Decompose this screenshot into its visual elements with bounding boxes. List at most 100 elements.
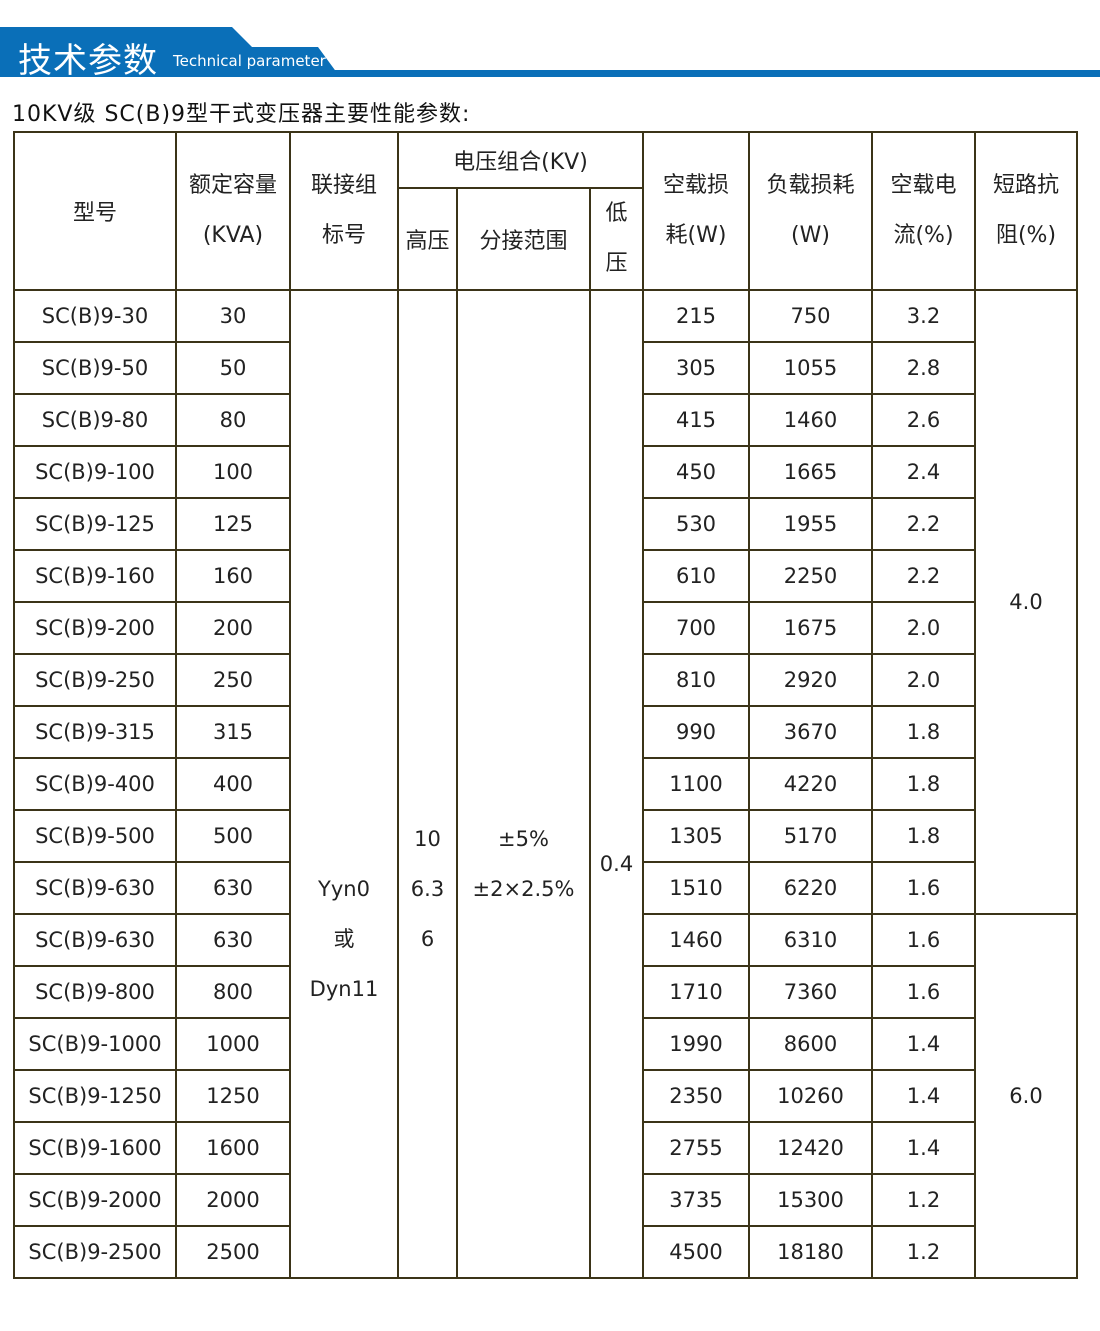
table-row: SC(B)9-400 400 1100 4220 1.8 <box>13 757 1077 811</box>
capacity-cell: 125 <box>175 497 291 551</box>
noload-current-cell: 2.6 <box>871 393 976 447</box>
noload-current-cell: 1.6 <box>871 861 976 915</box>
impedance-cell: 4.0 <box>974 289 1078 915</box>
table-row: SC(B)9-630 630 1510 6220 1.6 <box>13 861 1077 915</box>
header-noload-loss: 空载损 耗(W) <box>642 131 750 291</box>
noload-current-cell: 1.4 <box>871 1017 976 1071</box>
table-row: SC(B)9-80 80 415 1460 2.6 <box>13 393 1077 447</box>
model-cell: SC(B)9-100 <box>13 445 177 499</box>
load-loss-cell: 10260 <box>748 1069 873 1123</box>
model-cell: SC(B)9-160 <box>13 549 177 603</box>
noload-loss-cell: 1305 <box>642 809 750 863</box>
table-row: SC(B)9-315 315 990 3670 1.8 <box>13 705 1077 759</box>
load-loss-cell: 1665 <box>748 445 873 499</box>
header-voltage: 电压组合(KV) <box>397 131 644 189</box>
noload-loss-cell: 305 <box>642 341 750 395</box>
model-cell: SC(B)9-800 <box>13 965 177 1019</box>
table-row: SC(B)9-200 200 700 1675 2.0 <box>13 601 1077 655</box>
model-cell: SC(B)9-400 <box>13 757 177 811</box>
load-loss-cell: 2920 <box>748 653 873 707</box>
model-cell: SC(B)9-30 <box>13 289 177 343</box>
noload-current-cell: 1.8 <box>871 705 976 759</box>
capacity-cell: 1250 <box>175 1069 291 1123</box>
table-row: SC(B)9-1600 1600 2755 12420 1.4 <box>13 1121 1077 1175</box>
capacity-cell: 400 <box>175 757 291 811</box>
capacity-cell: 200 <box>175 601 291 655</box>
model-cell: SC(B)9-630 <box>13 913 177 967</box>
load-loss-cell: 4220 <box>748 757 873 811</box>
noload-current-cell: 1.2 <box>871 1225 976 1279</box>
table-row: SC(B)9-30 30 Yyn0 或 Dyn11 10 6.3 6 ±5% ±2×2.5% 0.4… <box>13 289 1078 1279</box>
load-loss-cell: 5170 <box>748 809 873 863</box>
table-row: SC(B)9-50 50 305 1055 2.8 <box>13 341 1077 395</box>
table-row: SC(B)9-160 160 610 2250 2.2 <box>13 549 1077 603</box>
noload-current-cell: 1.8 <box>871 757 976 811</box>
noload-current-cell: 1.4 <box>871 1069 976 1123</box>
noload-loss-cell: 700 <box>642 601 750 655</box>
capacity-cell: 50 <box>175 341 291 395</box>
capacity-cell: 800 <box>175 965 291 1019</box>
load-loss-cell: 750 <box>748 289 873 343</box>
capacity-cell: 250 <box>175 653 291 707</box>
banner-underline <box>0 70 1100 77</box>
noload-current-cell: 1.4 <box>871 1121 976 1175</box>
load-loss-cell: 3670 <box>748 705 873 759</box>
table-row: SC(B)9-100 100 450 1665 2.4 <box>13 445 1077 499</box>
load-loss-cell: 8600 <box>748 1017 873 1071</box>
noload-current-cell: 2.0 <box>871 653 976 707</box>
noload-loss-cell: 1710 <box>642 965 750 1019</box>
noload-current-cell: 1.6 <box>871 913 976 967</box>
capacity-cell: 1000 <box>175 1017 291 1071</box>
noload-loss-cell: 2350 <box>642 1069 750 1123</box>
model-cell: SC(B)9-50 <box>13 341 177 395</box>
header-hv: 高压 <box>397 187 458 291</box>
noload-current-cell: 1.2 <box>871 1173 976 1227</box>
load-loss-cell: 12420 <box>748 1121 873 1175</box>
tap-cell: ±5% ±2×2.5% <box>456 289 591 1279</box>
header-model: 型号 <box>13 131 177 291</box>
model-cell: SC(B)9-200 <box>13 601 177 655</box>
group-cell: Yyn0 或 Dyn11 <box>289 289 399 1279</box>
capacity-cell: 630 <box>175 861 291 915</box>
load-loss-cell: 2250 <box>748 549 873 603</box>
header-tap: 分接范围 <box>456 187 591 291</box>
noload-loss-cell: 4500 <box>642 1225 750 1279</box>
load-loss-cell: 1675 <box>748 601 873 655</box>
noload-current-cell: 2.2 <box>871 549 976 603</box>
noload-current-cell: 1.8 <box>871 809 976 863</box>
header-impedance: 短路抗 阻(%) <box>974 131 1078 291</box>
header-capacity: 额定容量 (KVA) <box>175 131 291 291</box>
table-row: SC(B)9-630 630 1460 6310 1.6 6.0 <box>13 913 1078 1279</box>
noload-loss-cell: 990 <box>642 705 750 759</box>
noload-loss-cell: 810 <box>642 653 750 707</box>
noload-loss-cell: 610 <box>642 549 750 603</box>
noload-loss-cell: 415 <box>642 393 750 447</box>
load-loss-cell: 1055 <box>748 341 873 395</box>
noload-loss-cell: 2755 <box>642 1121 750 1175</box>
noload-loss-cell: 1510 <box>642 861 750 915</box>
load-loss-cell: 1955 <box>748 497 873 551</box>
noload-current-cell: 2.8 <box>871 341 976 395</box>
table-row: SC(B)9-500 500 1305 5170 1.8 <box>13 809 1077 863</box>
model-cell: SC(B)9-250 <box>13 653 177 707</box>
noload-loss-cell: 3735 <box>642 1173 750 1227</box>
load-loss-cell: 6220 <box>748 861 873 915</box>
table-row: SC(B)9-250 250 810 2920 2.0 <box>13 653 1077 707</box>
table-row: SC(B)9-125 125 530 1955 2.2 <box>13 497 1077 551</box>
noload-loss-cell: 1100 <box>642 757 750 811</box>
capacity-cell: 2000 <box>175 1173 291 1227</box>
parameter-table: 型号 额定容量 (KVA) 联接组 标号 电压组合(KV) 空载损 耗(W) 负载损耗… <box>13 131 1078 1279</box>
header-group: 联接组 标号 <box>289 131 399 291</box>
capacity-cell: 160 <box>175 549 291 603</box>
table-row: SC(B)9-2500 2500 4500 18180 1.2 <box>13 1225 1077 1279</box>
table-caption: 10KV级 SC(B)9型干式变压器主要性能参数: <box>12 102 471 127</box>
header-load-loss: 负载损耗 (W) <box>748 131 873 291</box>
model-cell: SC(B)9-630 <box>13 861 177 915</box>
model-cell: SC(B)9-1000 <box>13 1017 177 1071</box>
noload-loss-cell: 1990 <box>642 1017 750 1071</box>
capacity-cell: 30 <box>175 289 291 343</box>
noload-loss-cell: 530 <box>642 497 750 551</box>
table-row: SC(B)9-1250 1250 2350 10260 1.4 <box>13 1069 1077 1123</box>
model-cell: SC(B)9-315 <box>13 705 177 759</box>
section-banner: 技术参数 Technical parameter <box>0 27 1100 81</box>
